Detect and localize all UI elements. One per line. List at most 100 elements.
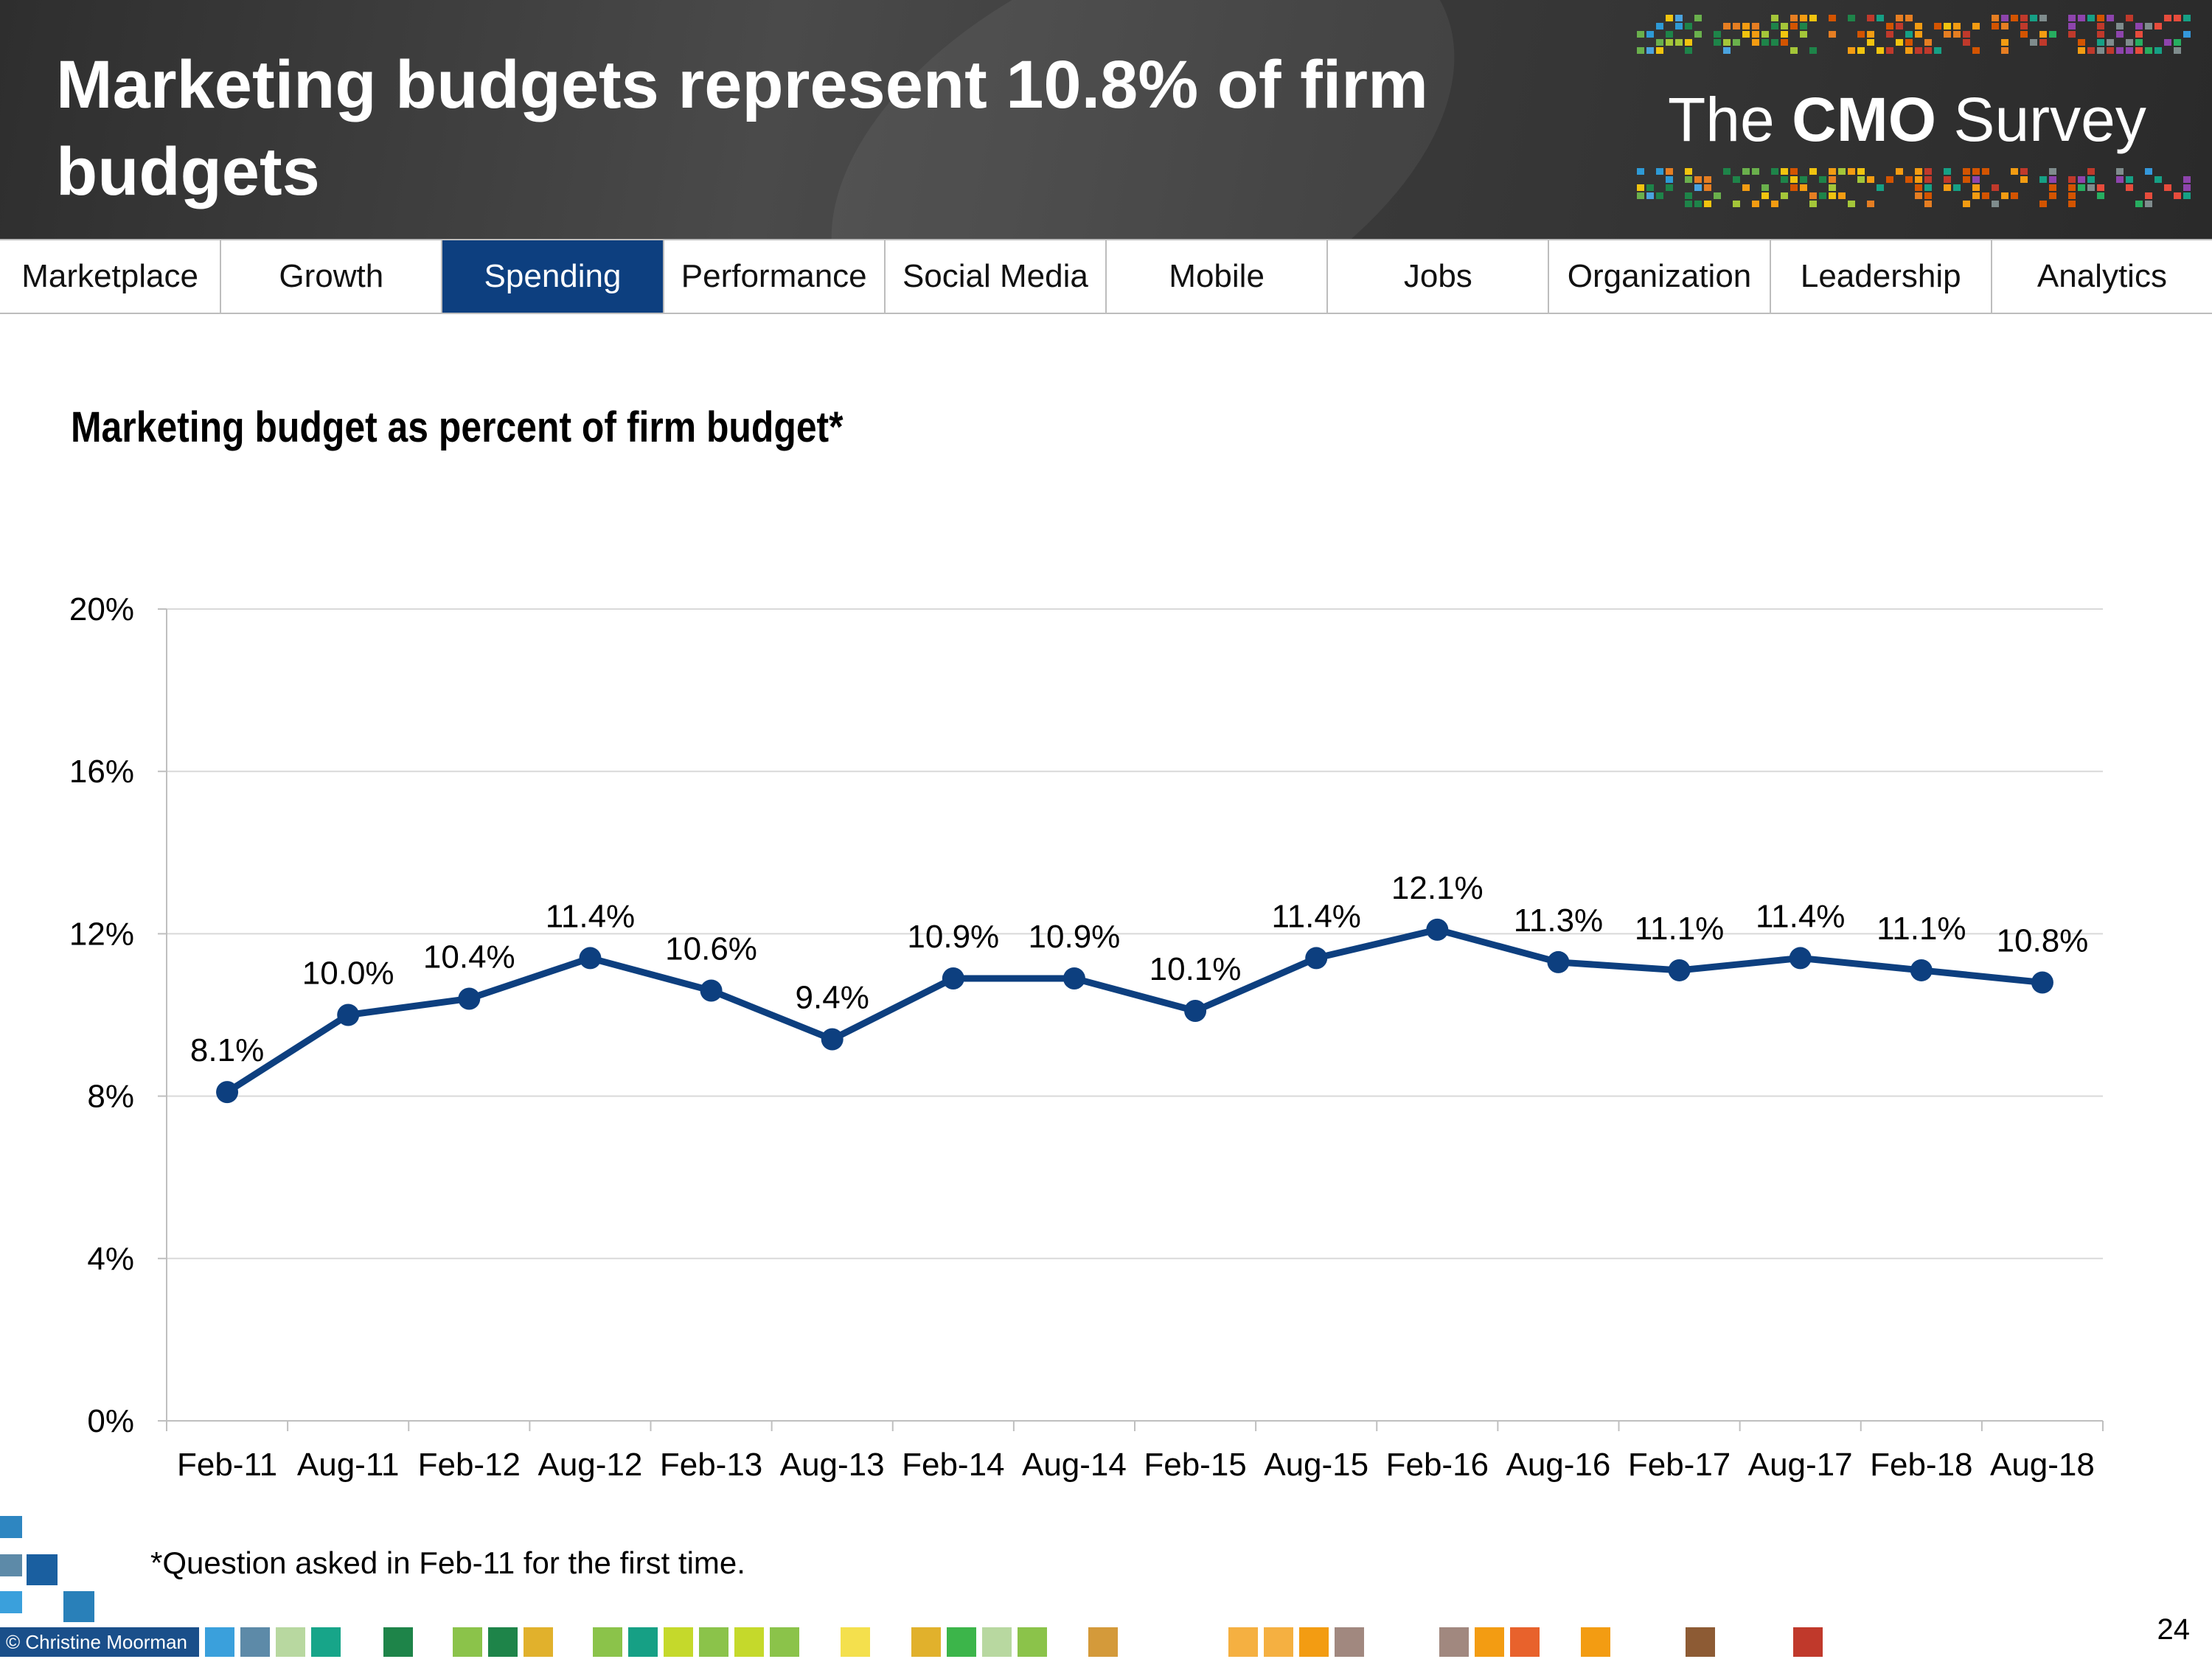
tab-analytics[interactable]: Analytics	[2037, 258, 2167, 294]
data-label: 11.4%	[1271, 898, 1361, 934]
data-label: 10.1%	[1150, 951, 1242, 987]
series-line	[225, 926, 2043, 1095]
logo-pixel	[2135, 201, 2143, 207]
logo-pixel	[2078, 15, 2085, 21]
data-point	[458, 987, 481, 1010]
logo-pixel	[2174, 15, 2181, 21]
logo-pixel	[2107, 39, 2114, 46]
logo-pixel	[2097, 184, 2104, 191]
tab-leadership[interactable]: Leadership	[1771, 240, 1992, 313]
logo-pixel	[1877, 47, 1884, 54]
logo-pixel	[1829, 184, 1836, 191]
data-point	[1305, 947, 1328, 970]
data-point	[1426, 918, 1449, 941]
data-point	[942, 967, 964, 990]
logo-pixel	[2126, 47, 2133, 54]
logo-pixel	[1829, 15, 1836, 21]
logo-pixel	[1915, 23, 1922, 29]
logo-pixel	[1752, 31, 1759, 38]
logo-pixel	[1809, 168, 1817, 175]
logo-pixel	[1992, 201, 1999, 207]
logo-pixel	[1905, 31, 1913, 38]
x-tick-label: Aug-11	[297, 1447, 400, 1483]
logo-pixel	[1915, 192, 1922, 199]
logo-pixel	[1800, 184, 1807, 191]
logo-pixel	[2145, 23, 2152, 29]
logo-pixel	[2087, 184, 2095, 191]
logo-pixel	[2078, 176, 2085, 183]
decorative-square	[982, 1627, 1012, 1657]
decorative-square	[1510, 1627, 1540, 1657]
logo-pixel	[1924, 192, 1932, 199]
logo-pixel	[1790, 47, 1798, 54]
logo-pixel	[1982, 168, 1989, 175]
tab-marketplace[interactable]: Marketplace	[0, 240, 222, 313]
tab-performance[interactable]: Performance	[664, 240, 886, 313]
logo-pixel	[1924, 176, 1932, 183]
logo-pixel	[1972, 47, 1980, 54]
tab-jobs[interactable]: Jobs	[1328, 240, 1550, 313]
tab-organization[interactable]: Organization	[1549, 240, 1771, 313]
data-point	[1668, 959, 1691, 981]
logo-pixel	[1752, 168, 1759, 175]
logo-pixel	[2164, 39, 2171, 46]
logo-pixel	[1790, 176, 1798, 183]
logo-pixel	[2078, 39, 2085, 46]
logo-pixel	[1924, 184, 1932, 191]
logo-pixel	[2145, 47, 2152, 54]
x-tick-label: Feb-13	[660, 1447, 762, 1483]
logo-pixel	[1857, 47, 1865, 54]
logo-pixel	[1771, 201, 1778, 207]
logo-pixel	[1829, 168, 1836, 175]
logo-pixel	[2001, 15, 2008, 21]
logo-pixel	[1637, 31, 1644, 38]
logo-pixel	[1666, 176, 1673, 183]
logo-pixel	[2145, 192, 2152, 199]
x-tick-label: Feb-12	[418, 1447, 521, 1483]
data-point	[821, 1028, 844, 1051]
logo-pixel	[2020, 31, 2028, 38]
logo-pixel	[2145, 168, 2152, 175]
decorative-square	[524, 1627, 553, 1657]
logo-pixel	[1838, 192, 1846, 199]
logo-pixel	[2097, 23, 2104, 29]
logo-pixel	[2183, 176, 2191, 183]
logo-pixel	[1809, 201, 1817, 207]
logo-pixel	[2087, 15, 2095, 21]
x-tick-label: Aug-18	[1990, 1447, 2095, 1483]
logo-pixel	[1675, 23, 1683, 29]
logo-pixel	[1829, 31, 1836, 38]
tab-spending[interactable]: Spending	[442, 240, 664, 313]
logo-pixel	[2011, 192, 2018, 199]
data-label: 12.1%	[1391, 870, 1484, 906]
logo-pixel	[1992, 23, 1999, 29]
logo-pixel	[1886, 23, 1893, 29]
data-point	[579, 947, 602, 970]
logo-pixel	[2020, 23, 2028, 29]
decorative-square	[205, 1627, 234, 1657]
logo-pixel	[1723, 23, 1731, 29]
logo-pixel	[1944, 168, 1951, 175]
tab-growth[interactable]: Growth	[221, 240, 443, 313]
logo-pixel	[2183, 184, 2191, 191]
logo-pixel	[1714, 31, 1721, 38]
logo-pixel	[1761, 39, 1769, 46]
logo-pixel	[2068, 176, 2076, 183]
tab-social-media[interactable]: Social Media	[886, 240, 1107, 313]
logo-pixel	[2174, 192, 2181, 199]
logo-pixel	[2135, 31, 2143, 38]
logo-pixel	[2116, 23, 2124, 29]
logo-pixel	[1857, 168, 1865, 175]
logo-pixel	[2087, 47, 2095, 54]
logo-pixel	[1761, 184, 1769, 191]
logo-pixel	[2097, 15, 2104, 21]
x-tick-label: Feb-17	[1628, 1447, 1731, 1483]
y-tick-label: 0%	[87, 1403, 134, 1439]
tab-mobile[interactable]: Mobile	[1107, 240, 1329, 313]
logo-pixel	[1934, 47, 1941, 54]
logo-pixel	[1963, 39, 1970, 46]
logo-pixel	[1685, 176, 1692, 183]
logo-pixel	[1733, 201, 1740, 207]
logo-pixel	[1877, 15, 1884, 21]
logo-pixel	[1675, 15, 1683, 21]
